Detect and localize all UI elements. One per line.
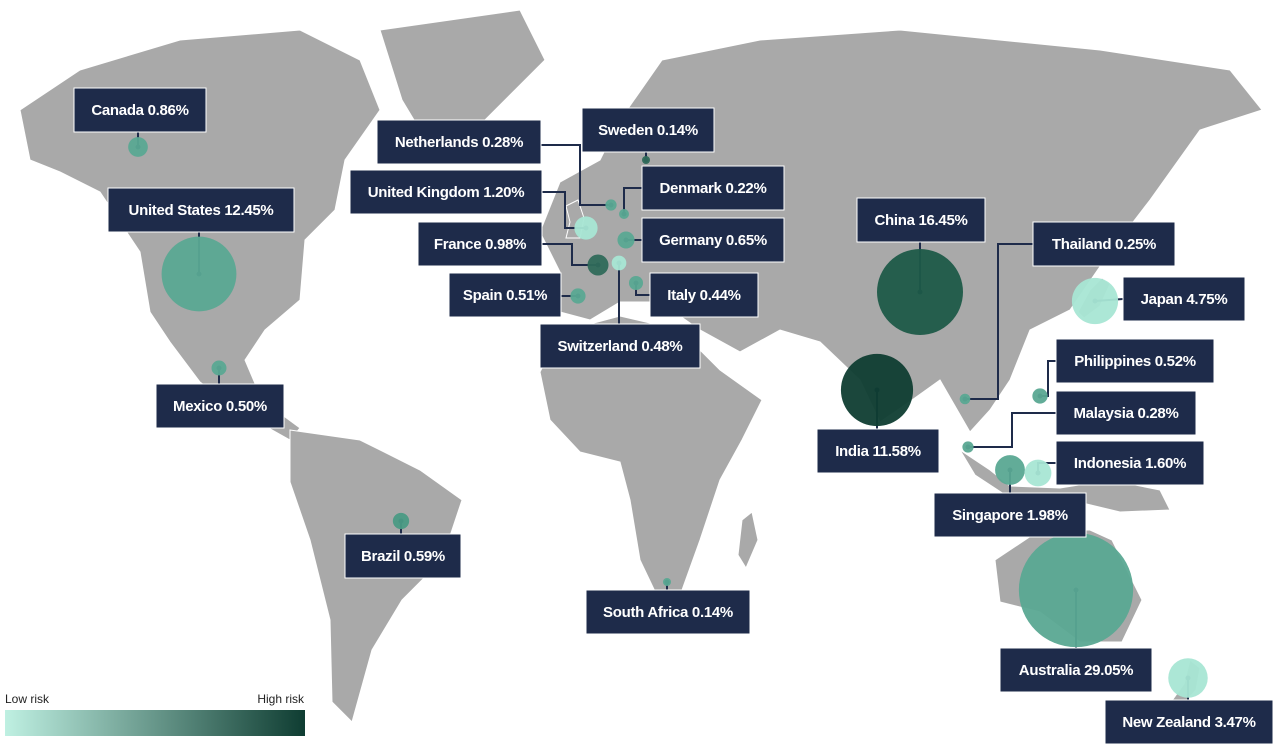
bubble: [619, 209, 629, 219]
bubble: [1024, 459, 1052, 487]
connector: [542, 243, 598, 266]
connector: [623, 187, 642, 214]
bubble: [995, 455, 1025, 485]
legend-high: High risk: [257, 692, 305, 706]
label-box: [107, 187, 295, 233]
labels: Canada 0.86% United States 12.45% Mexico 0…: [73, 87, 1274, 745]
label-box: [73, 87, 207, 133]
bubble: [1032, 388, 1048, 404]
label-box: [344, 533, 462, 579]
label-box: [1122, 276, 1246, 322]
bubble: [611, 255, 627, 271]
bubbles: [128, 137, 1208, 698]
bubble: [574, 216, 598, 240]
label-text: Indonesia 1.60%: [1074, 455, 1186, 472]
label-text: Italy 0.44%: [667, 287, 740, 304]
bubble: [617, 231, 635, 249]
label-box: [1055, 440, 1205, 486]
label-box: [585, 589, 751, 635]
label-text: China 16.45%: [874, 212, 967, 229]
label-text: United Kingdom 1.20%: [368, 184, 525, 201]
label-box: [641, 165, 785, 211]
label-text: Thailand 0.25%: [1052, 236, 1156, 253]
label-text: Philippines 0.52%: [1074, 353, 1196, 370]
label-text: Canada 0.86%: [91, 102, 188, 119]
bubble: [663, 578, 671, 586]
label-box: [581, 107, 715, 153]
label-box: [155, 383, 285, 429]
label-box: [856, 197, 986, 243]
label-text: Denmark 0.22%: [660, 180, 767, 197]
label-text: Singapore 1.98%: [952, 507, 1068, 524]
label-box: [1055, 338, 1215, 384]
bubble: [877, 249, 963, 335]
label-box: [417, 221, 543, 267]
label-text: France 0.98%: [434, 236, 526, 253]
legend-low: Low risk: [5, 692, 50, 706]
label-text: Switzerland 0.48%: [558, 338, 683, 355]
bubble: [570, 288, 586, 304]
label-text: Netherlands 0.28%: [395, 134, 523, 151]
bubble: [211, 360, 227, 376]
label-text: United States 12.45%: [129, 202, 274, 219]
label-text: New Zealand 3.47%: [1122, 714, 1255, 731]
label-text: South Africa 0.14%: [603, 604, 733, 621]
bubble: [1018, 532, 1134, 648]
bubble: [161, 236, 237, 312]
label-box: [933, 492, 1087, 538]
label-text: Japan 4.75%: [1141, 291, 1228, 308]
bubble: [587, 254, 609, 276]
madagascar: [737, 511, 759, 570]
label-text: Spain 0.51%: [463, 287, 547, 304]
legend-gradient: [5, 710, 305, 736]
connector: [541, 144, 611, 206]
bubble: [1168, 658, 1208, 698]
label-box: [1032, 221, 1176, 267]
label-box: [641, 217, 785, 263]
label-box: [448, 272, 562, 318]
label-text: Germany 0.65%: [659, 232, 767, 249]
label-text: Mexico 0.50%: [173, 398, 267, 415]
bubble: [642, 156, 650, 164]
bubble: [128, 137, 148, 157]
label-box: [999, 647, 1153, 693]
connector: [965, 243, 1033, 400]
legend: Low risk High risk: [5, 692, 305, 736]
label-box: [1104, 699, 1274, 745]
label-box: [349, 169, 543, 215]
connector: [968, 412, 1056, 448]
label-box: [816, 428, 940, 474]
label-text: Australia 29.05%: [1019, 662, 1133, 679]
label-text: Brazil 0.59%: [361, 548, 445, 565]
label-text: Malaysia 0.28%: [1073, 405, 1178, 422]
bubble: [605, 199, 617, 211]
label-text: India 11.58%: [835, 443, 921, 460]
label-box: [376, 119, 542, 165]
bubble: [840, 353, 914, 427]
label-box: [1055, 390, 1197, 436]
bubble: [959, 393, 971, 405]
bubble: [1071, 277, 1119, 325]
bubble: [962, 441, 974, 453]
label-text: Sweden 0.14%: [598, 122, 698, 139]
label-box: [649, 272, 759, 318]
label-box: [539, 323, 701, 369]
bubble: [392, 512, 410, 530]
bubble: [628, 275, 644, 291]
